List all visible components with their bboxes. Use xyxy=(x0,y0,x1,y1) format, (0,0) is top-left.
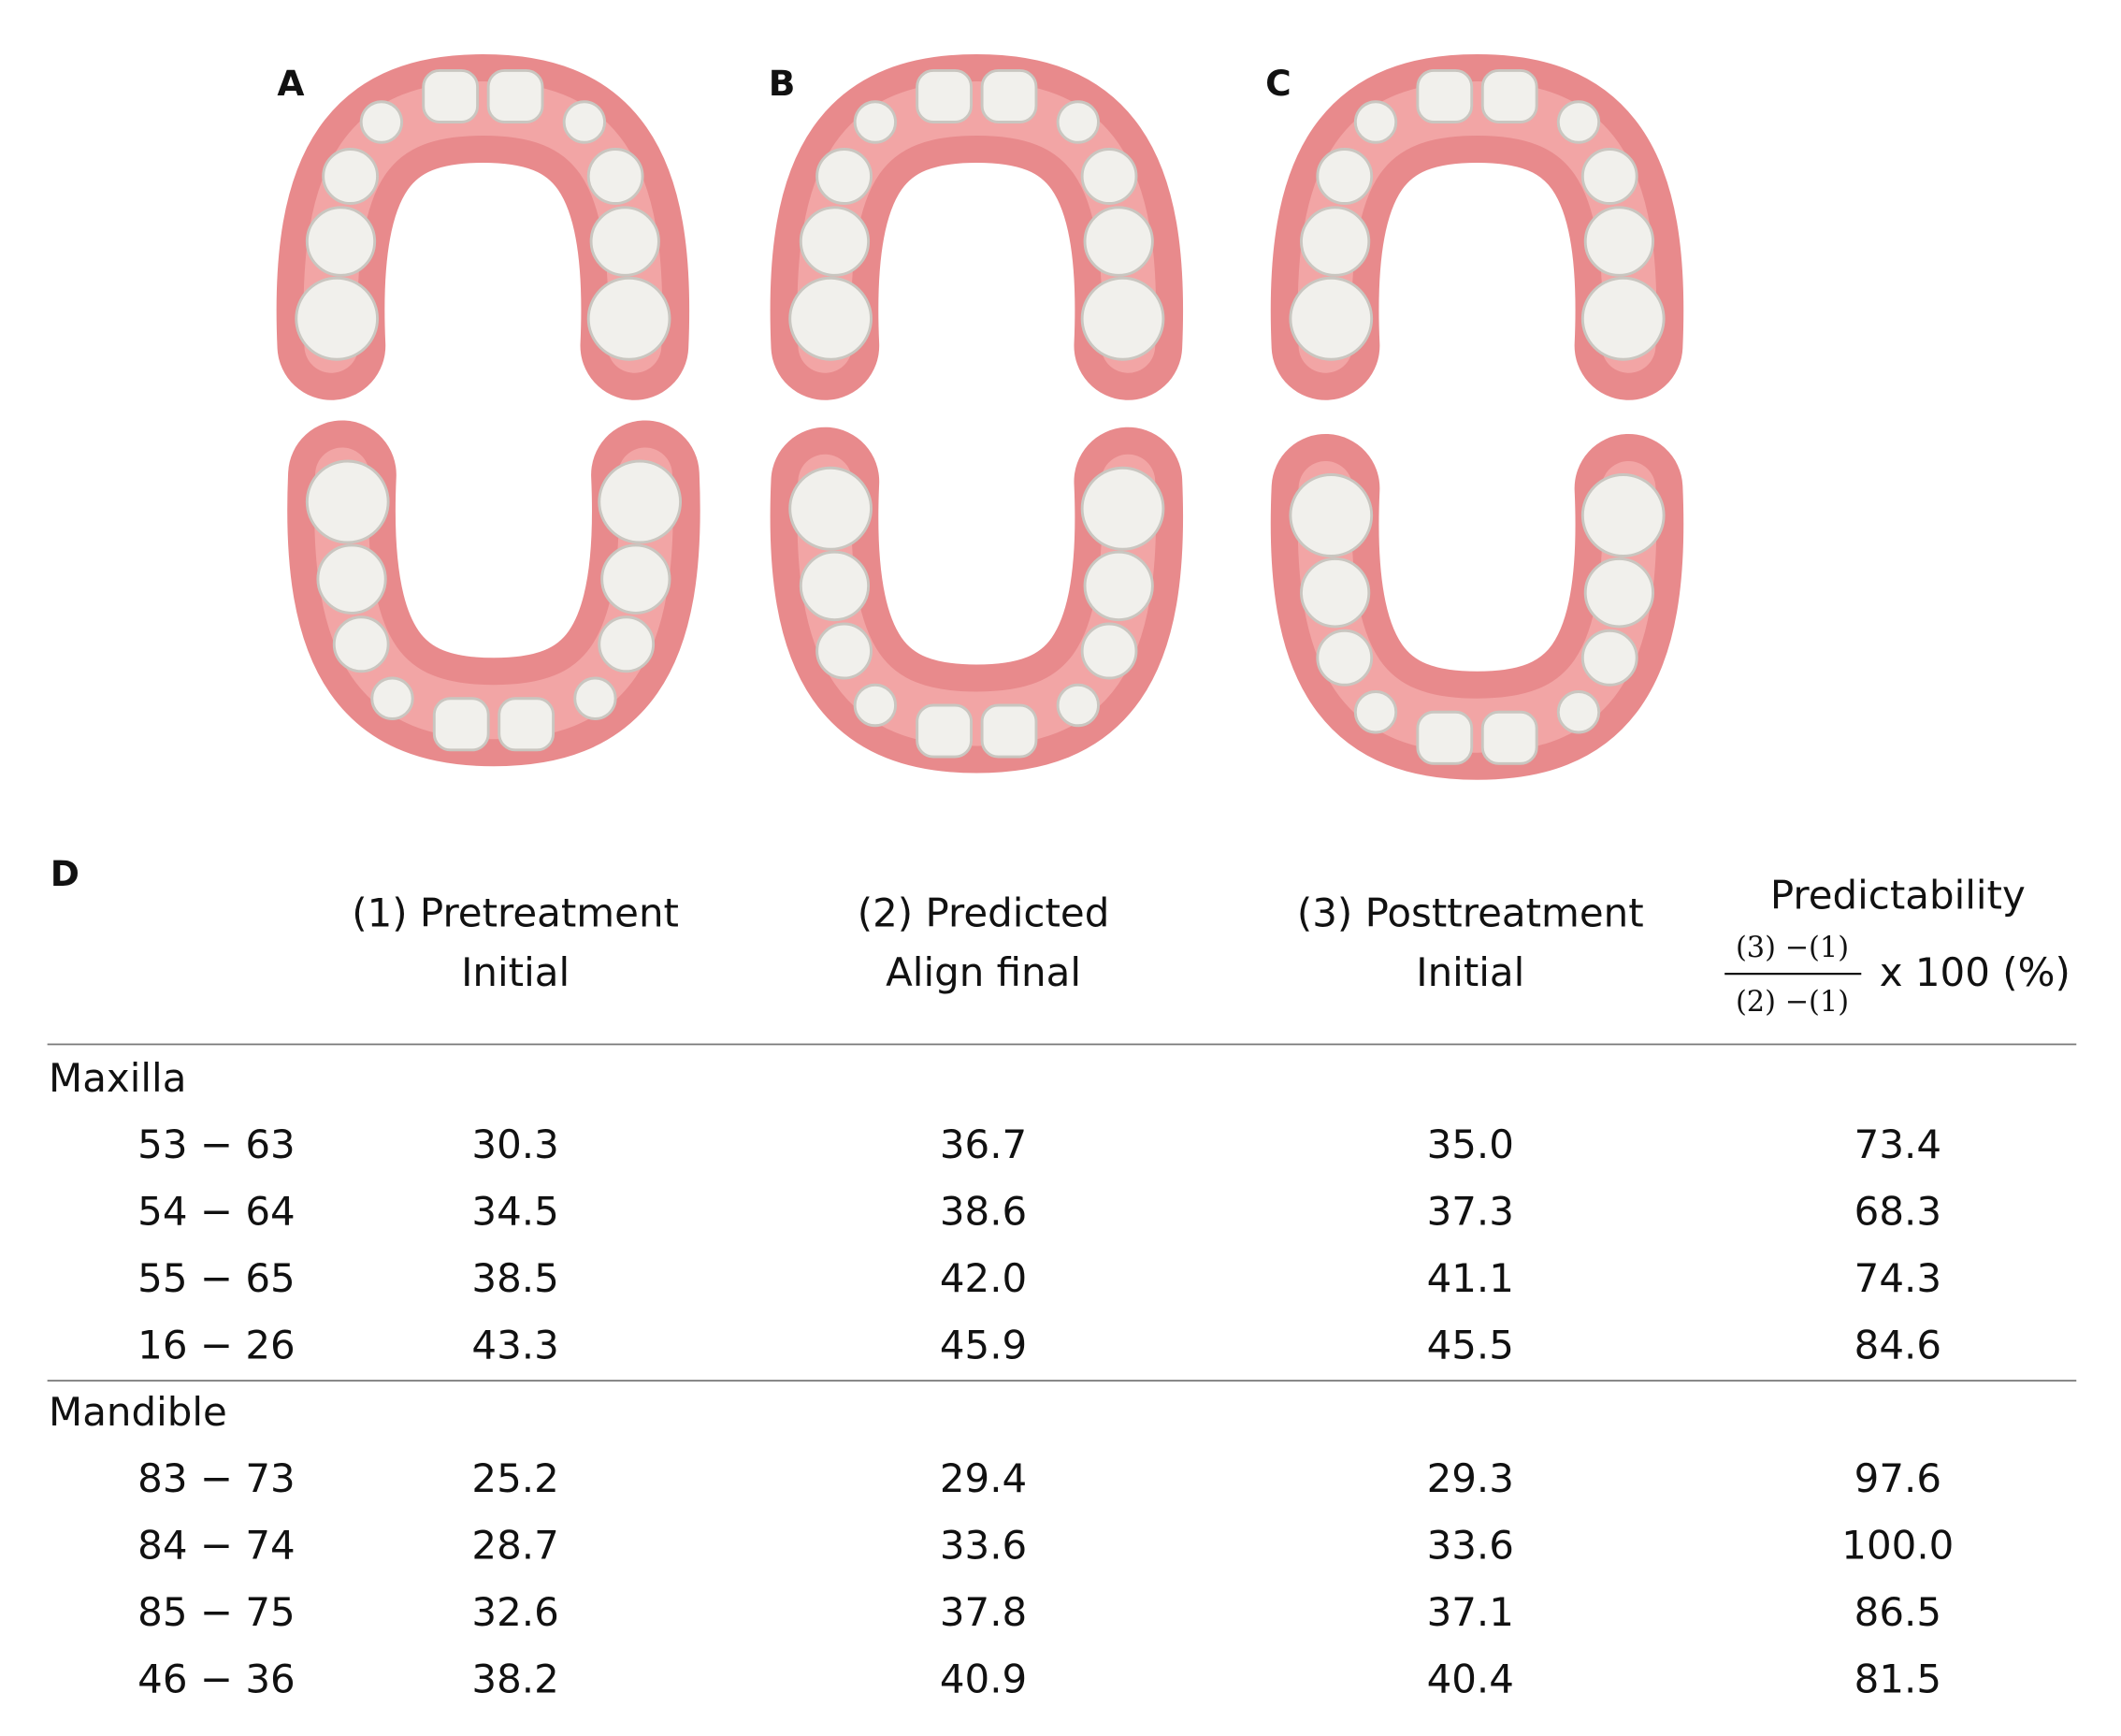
dental-arches xyxy=(296,70,1664,763)
formula-factor: x 100 (%) xyxy=(1880,949,2070,995)
cell: 81.5 xyxy=(1854,1656,1941,1701)
cell: 97.6 xyxy=(1854,1455,1941,1501)
cell: 68.3 xyxy=(1854,1189,1941,1235)
cell: 37.8 xyxy=(940,1589,1027,1635)
cell: 29.4 xyxy=(940,1455,1027,1501)
cell: 37.3 xyxy=(1427,1189,1514,1235)
cell: 37.1 xyxy=(1427,1589,1514,1635)
header: Predictability xyxy=(1770,872,2026,918)
row-label: 83 − 73 xyxy=(137,1455,296,1501)
cell: 28.7 xyxy=(471,1522,558,1568)
lower-arch xyxy=(1291,475,1664,764)
row-label: 16 − 26 xyxy=(137,1323,296,1368)
cell: 43.3 xyxy=(471,1323,558,1368)
cell: 25.2 xyxy=(471,1455,558,1501)
cell: 35.0 xyxy=(1427,1121,1514,1167)
header: Initial xyxy=(1416,949,1524,995)
row-label: 85 − 75 xyxy=(137,1589,296,1635)
formula-numerator: (3) −(1) xyxy=(1736,932,1849,964)
cell: 84.6 xyxy=(1854,1323,1941,1368)
cell: 38.2 xyxy=(471,1656,558,1701)
panel-label: C xyxy=(1265,63,1291,104)
header: Align final xyxy=(886,949,1081,995)
cell: 29.3 xyxy=(1427,1455,1514,1501)
cell: 30.3 xyxy=(471,1121,558,1167)
upper-arch xyxy=(1291,70,1664,359)
cell: 73.4 xyxy=(1854,1121,1941,1167)
cell: 38.6 xyxy=(940,1189,1027,1235)
row-label: 46 − 36 xyxy=(137,1656,296,1701)
cell: 42.0 xyxy=(940,1255,1027,1301)
formula-denominator: (2) −(1) xyxy=(1736,986,1849,1019)
cell: 32.6 xyxy=(471,1589,558,1635)
cell: 41.1 xyxy=(1427,1255,1514,1301)
row-label: 53 − 63 xyxy=(137,1121,296,1167)
upper-arch xyxy=(790,70,1163,359)
lower-arch xyxy=(790,468,1163,757)
row-label: 55 − 65 xyxy=(137,1255,296,1301)
cell: 40.4 xyxy=(1427,1656,1514,1701)
header: (3) Posttreatment xyxy=(1297,890,1644,935)
cell: 38.5 xyxy=(471,1255,558,1301)
cell: 33.6 xyxy=(1427,1522,1514,1568)
cell: 45.9 xyxy=(940,1323,1027,1368)
panel-label: B xyxy=(769,63,796,104)
upper-arch xyxy=(296,70,670,359)
header: (2) Predicted xyxy=(858,890,1110,935)
group-label: Maxilla xyxy=(49,1055,186,1101)
cell: 100.0 xyxy=(1841,1522,1954,1568)
panel-label: A xyxy=(277,63,304,104)
lower-arch xyxy=(307,461,680,750)
header: Initial xyxy=(461,949,570,995)
header: (1) Pretreatment xyxy=(352,890,679,935)
cell: 74.3 xyxy=(1854,1255,1941,1301)
cell: 34.5 xyxy=(471,1189,558,1235)
row-label: 84 − 74 xyxy=(137,1522,296,1568)
cell: 45.5 xyxy=(1427,1323,1514,1368)
cell: 86.5 xyxy=(1854,1589,1941,1635)
cell: 40.9 xyxy=(940,1656,1027,1701)
panel-label: D xyxy=(50,853,79,894)
row-label: 54 − 64 xyxy=(137,1189,296,1235)
group-label: Mandible xyxy=(49,1389,227,1435)
cell: 36.7 xyxy=(940,1121,1027,1167)
cell: 33.6 xyxy=(940,1522,1027,1568)
